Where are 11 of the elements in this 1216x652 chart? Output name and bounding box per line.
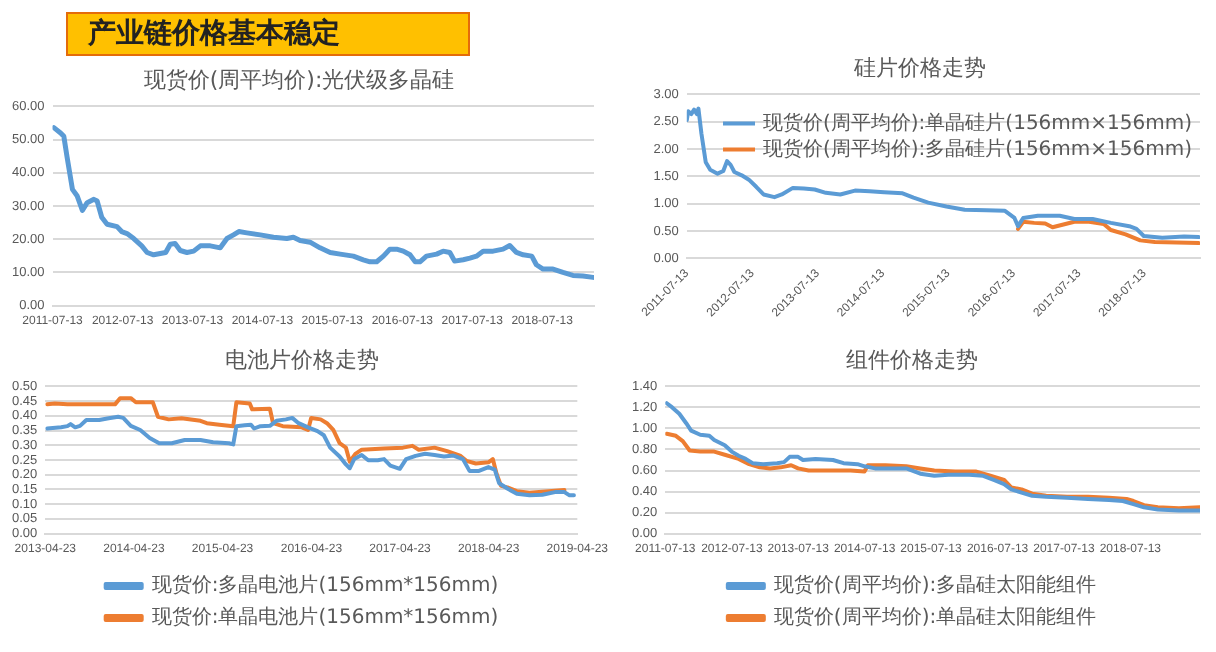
chart-title: 组件价格走势 bbox=[846, 346, 978, 373]
legend-label: 现货价:多晶电池片(156mm*156mm) bbox=[151, 573, 499, 598]
chart-title: 电池片价格走势 bbox=[225, 346, 379, 373]
legend-label: 现货价(周平均价):多晶硅片(156mm×156mm) bbox=[763, 136, 1193, 161]
legend-label: 现货价(周平均价):单晶硅片(156mm×156mm) bbox=[763, 110, 1193, 135]
text: 产业链价格基本稳定 bbox=[88, 15, 340, 54]
chart-title: 现货价(周平均价):光伏级多晶硅 bbox=[143, 66, 455, 93]
legend-label: 现货价:单晶电池片(156mm*156mm) bbox=[151, 605, 499, 630]
legend-label: 现货价(周平均价):多晶硅太阳能组件 bbox=[773, 573, 1097, 598]
chart-title: 硅片价格走势 bbox=[852, 54, 986, 81]
legend-label: 现货价(周平均价):单晶硅太阳能组件 bbox=[773, 605, 1097, 630]
